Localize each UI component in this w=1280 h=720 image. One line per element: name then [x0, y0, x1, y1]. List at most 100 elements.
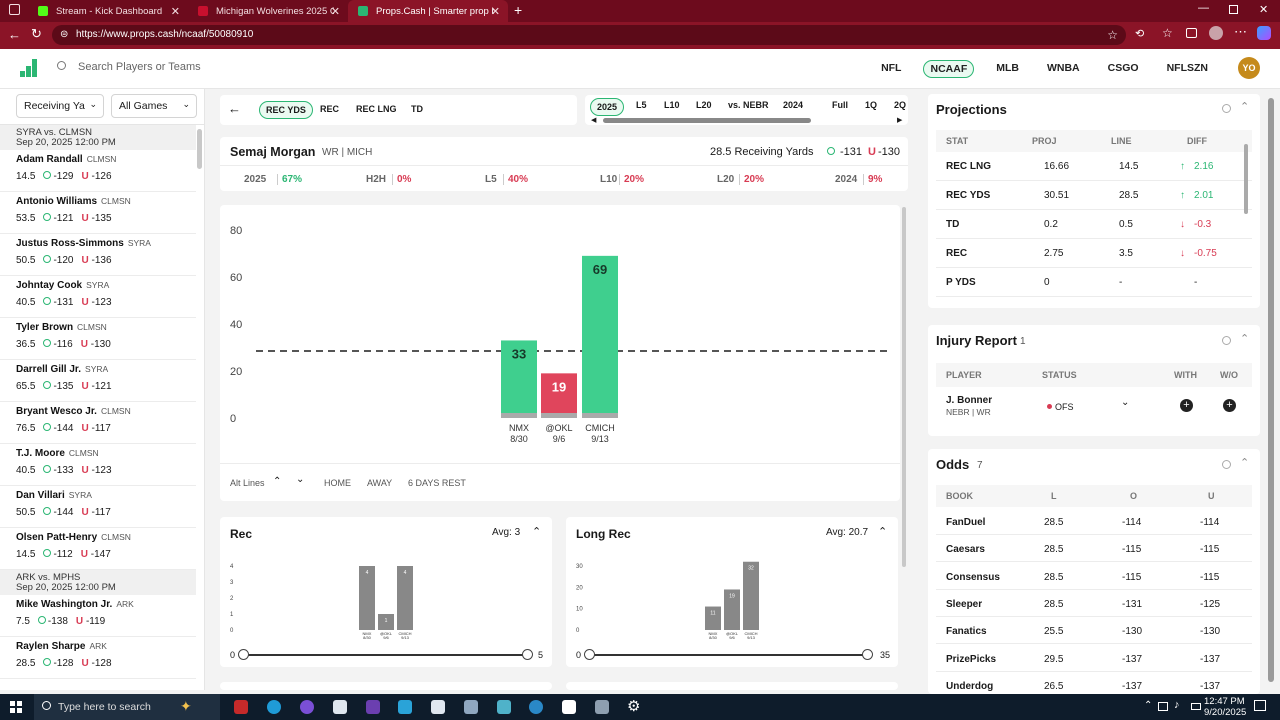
player-list-item[interactable]: Darrell Gill Jr. SYRA 65.5 -135 U -121 — [0, 360, 196, 402]
app-icon[interactable] — [497, 700, 511, 714]
site-info-icon[interactable]: ⊜ — [60, 29, 69, 40]
tab-actions-icon[interactable] — [9, 4, 20, 15]
slider-handle-min[interactable] — [238, 649, 249, 660]
tab-td[interactable]: TD — [411, 104, 423, 114]
player-list-item[interactable]: Dan Villari SYRA 50.5 -144 U -117 — [0, 486, 196, 528]
range-2q[interactable]: 2Q — [894, 100, 907, 110]
over-odds[interactable]: -129 — [43, 171, 73, 182]
bar[interactable] — [397, 566, 413, 630]
under-odds[interactable]: U -136 — [81, 255, 111, 266]
range-vs-opponent[interactable]: vs. NEBR — [728, 100, 769, 110]
bar[interactable] — [501, 340, 537, 418]
close-tab-icon[interactable]: ✕ — [330, 5, 340, 18]
back-arrow-icon[interactable]: ← — [228, 101, 241, 116]
slider-handle-max[interactable] — [522, 649, 533, 660]
over-odds[interactable]: -120 — [43, 255, 73, 266]
under-odds[interactable]: U -128 — [81, 658, 111, 669]
bar[interactable] — [724, 589, 740, 630]
over-odds[interactable]: -144 — [43, 507, 73, 518]
slider-handle-max[interactable] — [862, 649, 873, 660]
stat-dropdown[interactable]: Receiving Ya ⌄ — [16, 94, 104, 118]
more-menu-icon[interactable]: ⋯ — [1234, 24, 1247, 39]
collapse-icon[interactable]: ⌃ — [878, 526, 888, 538]
info-icon[interactable] — [1222, 460, 1231, 469]
over-odds[interactable]: -144 — [43, 423, 73, 434]
bar[interactable] — [359, 566, 375, 630]
player-list-item[interactable]: Mike Washington Jr. ARK 7.5 -138 U -119 — [0, 595, 196, 637]
extensions-icon[interactable]: ⟲ — [1135, 28, 1145, 40]
maximize-icon[interactable] — [1229, 5, 1238, 14]
league-nfl[interactable]: NFL — [881, 62, 902, 74]
over-odds[interactable]: -131 — [840, 146, 863, 158]
line-up-icon[interactable]: ⌃ — [273, 476, 282, 487]
profile-icon[interactable] — [1209, 26, 1223, 40]
over-odds[interactable]: -138 — [37, 616, 68, 627]
tab-kick[interactable]: Stream - Kick Dashboard ✕ — [28, 0, 188, 22]
over-odds[interactable]: -133 — [43, 465, 73, 476]
player-list-item[interactable]: Antonio Williams CLMSN 53.5 -121 U -135 — [0, 192, 196, 234]
windows-start-icon[interactable] — [10, 701, 22, 713]
range-1q[interactable]: 1Q — [865, 100, 878, 110]
tab-props-cash[interactable]: Props.Cash | Smarter prop bets. N ✕ — [348, 0, 508, 22]
bar[interactable] — [582, 255, 618, 418]
player-list-item[interactable]: T.J. Moore CLMSN 40.5 -133 U -123 — [0, 444, 196, 486]
close-tab-icon[interactable]: ✕ — [490, 5, 500, 18]
app-icon[interactable] — [300, 700, 314, 714]
tab-rec[interactable]: REC — [320, 104, 340, 114]
range-2025[interactable]: 2025 — [590, 98, 625, 116]
scroll-left-icon[interactable]: ◀ — [591, 117, 597, 124]
collapse-icon[interactable]: ⌃ — [1240, 101, 1250, 113]
league-wnba[interactable]: WNBA — [1046, 62, 1080, 74]
under-odds[interactable]: U -147 — [81, 549, 111, 560]
over-odds[interactable]: -131 — [43, 297, 73, 308]
favorites-icon[interactable]: ☆ — [1162, 26, 1173, 40]
player-list-item[interactable]: Adam Randall CLMSN 14.5 -129 U -126 — [0, 150, 196, 192]
player-search-input[interactable]: Search Players or Teams — [78, 61, 201, 73]
col-stat[interactable]: STAT — [946, 136, 969, 146]
collections-icon[interactable] — [1186, 28, 1197, 38]
collapse-icon[interactable]: ⌃ — [1240, 457, 1250, 469]
main-scrollbar[interactable] — [902, 207, 906, 567]
projection-row[interactable]: REC YDS 30.51 28.5 ↑ 2.01 — [936, 181, 1252, 210]
player-list-item[interactable]: Raylen Sharpe ARK 28.5 -128 U -128 — [0, 637, 196, 679]
player-list-item[interactable]: Bryant Wesco Jr. CLMSN 76.5 -144 U -117 — [0, 402, 196, 444]
taskbar-search[interactable]: Type here to search ✦ — [34, 694, 220, 720]
info-icon[interactable] — [1222, 336, 1231, 345]
odds-row[interactable]: Fanatics 25.5 -130 -130 — [936, 617, 1252, 645]
network-icon[interactable] — [1158, 702, 1168, 711]
tab-rec-yds[interactable]: REC YDS — [259, 101, 313, 119]
app-icon[interactable] — [595, 700, 609, 714]
tab-michigan[interactable]: Michigan Wolverines 2025 Colleg ✕ — [188, 0, 348, 22]
under-odds[interactable]: U -121 — [81, 381, 111, 392]
over-odds[interactable]: -116 — [43, 339, 73, 350]
projection-row[interactable]: REC 2.75 3.5 ↓ -0.75 — [936, 239, 1252, 268]
collapse-icon[interactable]: ⌃ — [1240, 333, 1250, 345]
notification-icon[interactable] — [1254, 700, 1266, 711]
over-odds[interactable]: -135 — [43, 381, 73, 392]
range-full[interactable]: Full — [832, 100, 848, 110]
clock-time[interactable]: 12:47 PM — [1204, 696, 1245, 707]
without-plus-button[interactable]: + — [1223, 399, 1236, 412]
filter-away[interactable]: AWAY — [367, 478, 393, 488]
under-odds[interactable]: U -123 — [81, 297, 111, 308]
odds-row[interactable]: FanDuel 28.5 -114 -114 — [936, 508, 1252, 535]
league-ncaaf[interactable]: NCAAF — [923, 60, 975, 78]
range-l20[interactable]: L20 — [696, 100, 712, 110]
player-list-item[interactable]: Justus Ross-Simmons SYRA 50.5 -120 U -136 — [0, 234, 196, 276]
new-tab-icon[interactable]: + — [514, 2, 523, 18]
under-odds[interactable]: U -123 — [81, 465, 111, 476]
avatar[interactable]: YO — [1238, 57, 1260, 79]
under-odds[interactable]: U -135 — [81, 213, 111, 224]
col-diff[interactable]: DIFF — [1187, 136, 1207, 146]
back-icon[interactable]: ← — [8, 27, 21, 42]
player-list-item[interactable]: Tyler Brown CLMSN 36.5 -116 U -130 — [0, 318, 196, 360]
player-list-item[interactable]: Johntay Cook SYRA 40.5 -131 U -123 — [0, 276, 196, 318]
range-scrollbar[interactable] — [603, 118, 811, 123]
odds-row[interactable]: Caesars 28.5 -115 -115 — [936, 535, 1252, 563]
chrome-icon[interactable] — [529, 700, 543, 714]
over-odds[interactable]: -112 — [43, 549, 73, 560]
app-icon[interactable] — [464, 700, 478, 714]
bar[interactable] — [541, 373, 577, 418]
info-icon[interactable] — [1222, 104, 1231, 113]
bar[interactable] — [705, 606, 721, 630]
